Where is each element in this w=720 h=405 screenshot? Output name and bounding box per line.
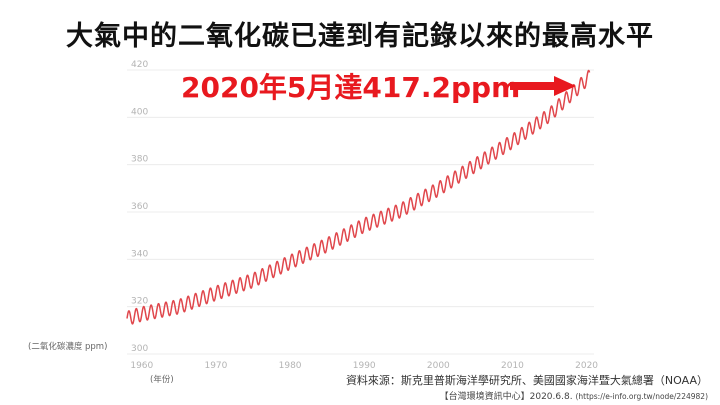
co2-series-line <box>126 69 591 325</box>
x-tick-label: 1970 <box>204 361 227 371</box>
data-source-note: 資料來源：斯克里普斯海洋學研究所、美國國家海洋暨大氣總署（NOAA） <box>345 374 708 387</box>
y-tick-label: 300 <box>131 344 148 354</box>
x-axis-unit-label: (年份) <box>150 375 174 385</box>
credit-line: 【台灣環境資訊中心】2020.6.8. (https://e-info.org.… <box>440 389 708 402</box>
y-tick-label: 380 <box>131 155 148 165</box>
credit-url: (https://e-info.org.tw/node/224982) <box>575 392 708 401</box>
x-tick-label: 1960 <box>130 361 153 371</box>
y-tick-label: 360 <box>131 202 148 212</box>
x-tick-label: 1990 <box>353 361 376 371</box>
x-tick-label: 2000 <box>427 361 450 371</box>
credit-prefix: 【台灣環境資訊中心】2020.6.8. <box>439 392 573 402</box>
y-tick-label: 420 <box>131 60 148 70</box>
y-tick-label: 400 <box>131 107 148 117</box>
latest-reading-callout: 2020年5月達417.2ppm <box>181 71 521 104</box>
y-axis-unit-label: (二氧化碳濃度 ppm) <box>28 342 108 352</box>
y-tick-label: 320 <box>131 297 148 307</box>
x-tick-label: 2010 <box>501 361 524 371</box>
gridlines <box>127 69 594 355</box>
arrow-right-icon <box>510 76 576 96</box>
y-tick-label: 340 <box>131 249 148 259</box>
slide-title: 大氣中的二氧化碳已達到有記錄以來的最高水平 <box>66 21 654 52</box>
x-tick-label: 2020 <box>575 361 598 371</box>
x-axis-ticks: 1960 1970 1980 1990 2000 2010 2020 <box>130 361 598 371</box>
y-axis-ticks: 300 320 340 360 380 400 420 <box>131 60 148 354</box>
x-tick-label: 1980 <box>279 361 302 371</box>
